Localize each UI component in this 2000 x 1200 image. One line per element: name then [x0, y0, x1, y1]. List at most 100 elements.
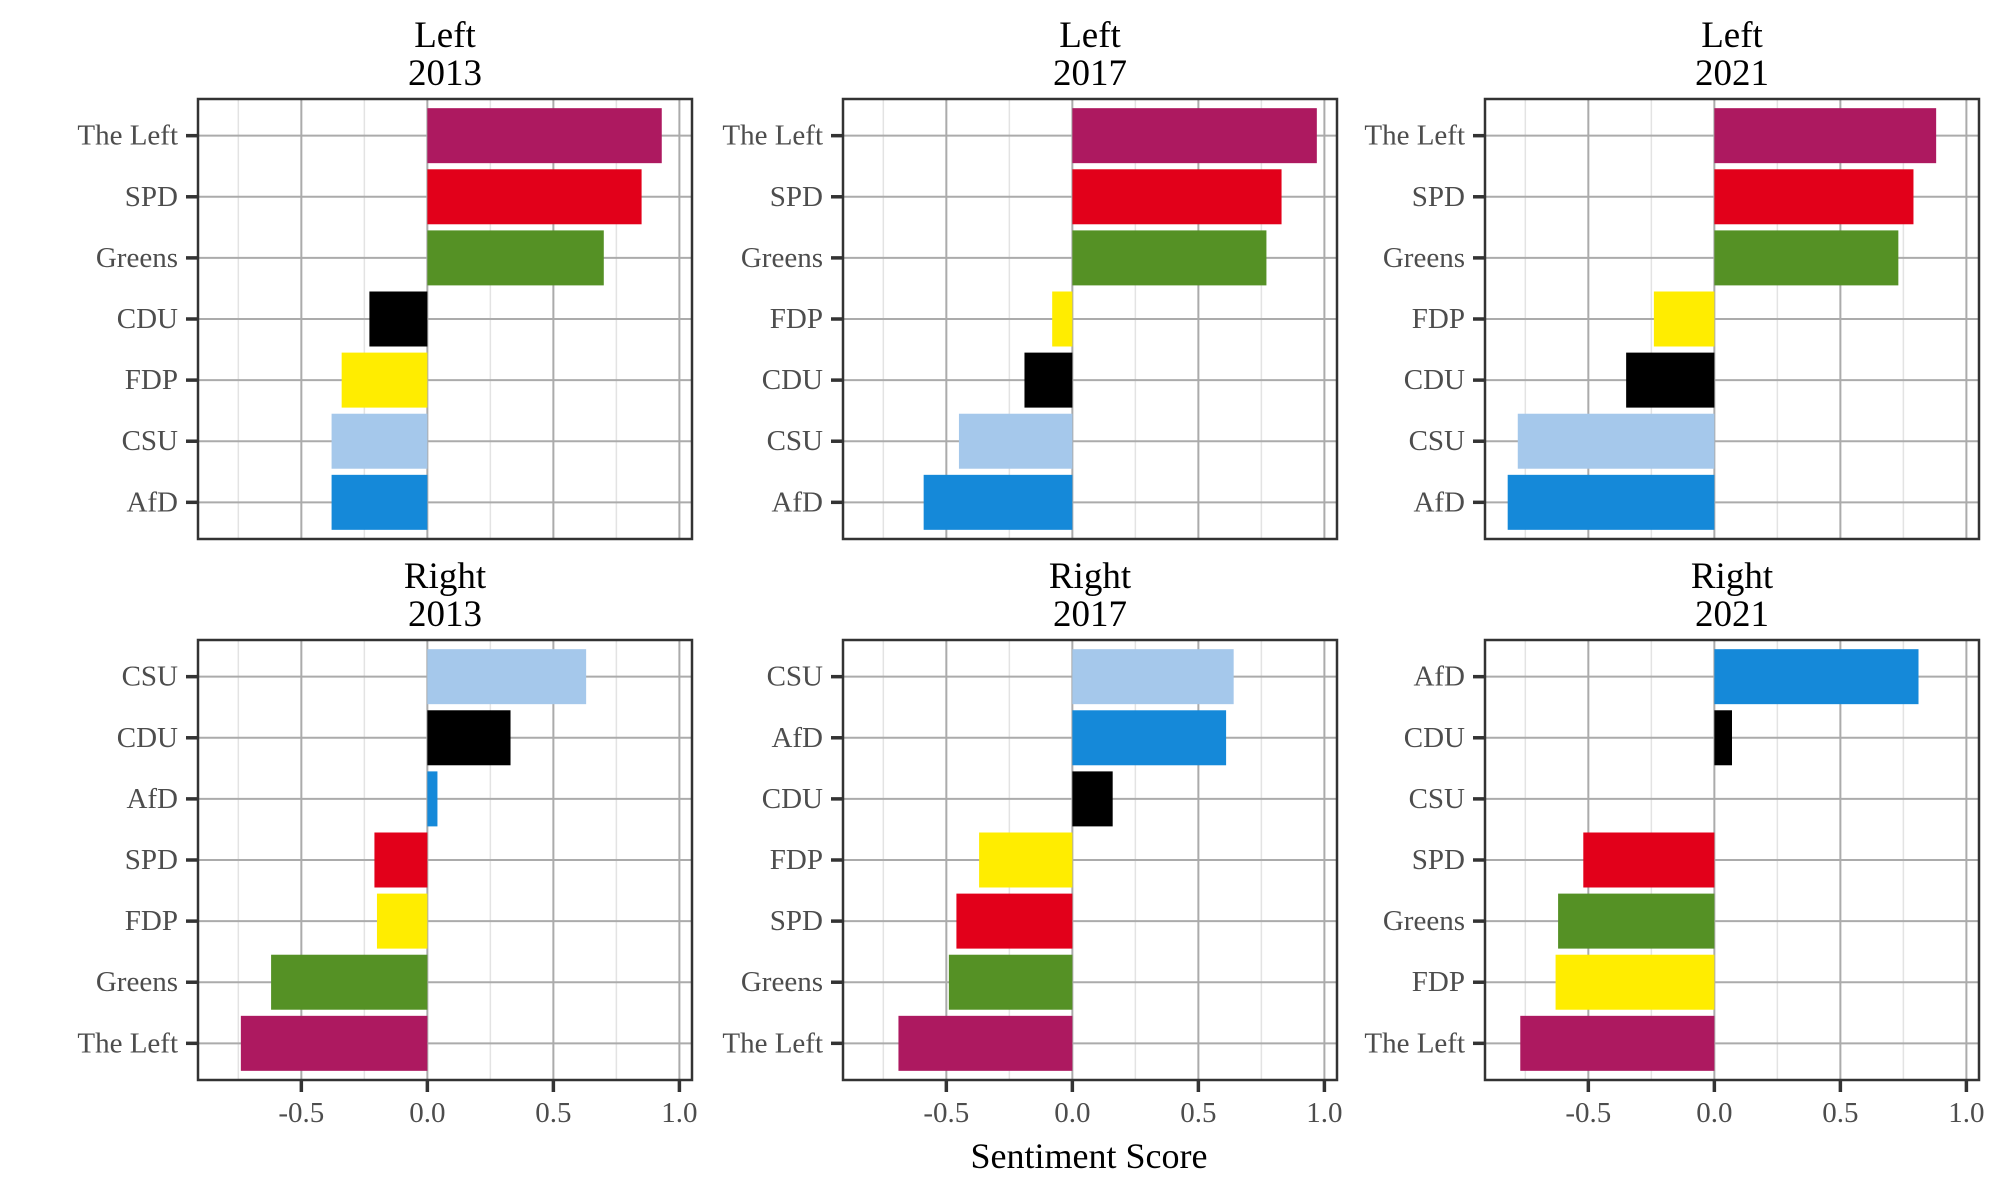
y-tick-label: CDU: [762, 364, 823, 396]
x-tick-label: 1.0: [1306, 1097, 1342, 1129]
y-tick-label: The Left: [77, 1027, 178, 1059]
bar-csu: [427, 649, 587, 705]
y-tick-label: AfD: [771, 486, 823, 518]
x-tick-label: 0.0: [1054, 1097, 1090, 1129]
panel-title-side: Left: [1701, 15, 1763, 56]
bar-spd: [1072, 169, 1282, 225]
x-tick-label: -0.5: [1565, 1097, 1611, 1129]
panel-title-year: 2017: [1053, 53, 1127, 94]
y-tick-label: Greens: [1383, 242, 1465, 274]
y-tick-label: The Left: [77, 120, 178, 152]
y-tick-label: FDP: [770, 303, 823, 335]
bar-cdu: [1024, 352, 1073, 408]
bar-cdu: [1714, 710, 1732, 766]
bar-fdp: [979, 832, 1073, 888]
y-tick-label: AfD: [1413, 661, 1465, 693]
x-axis-title: Sentiment Score: [971, 1136, 1208, 1176]
y-tick-label: CDU: [762, 783, 823, 815]
bar-spd: [374, 832, 428, 888]
x-tick-label: 0.0: [409, 1097, 445, 1129]
bar-greens: [427, 230, 604, 286]
panel-title-side: Left: [414, 15, 476, 56]
bar-fdp: [341, 352, 428, 408]
x-tick-label: -0.5: [923, 1097, 969, 1129]
bar-cdu: [427, 710, 511, 766]
y-tick-label: Greens: [741, 966, 823, 998]
y-tick-label: CDU: [1404, 722, 1465, 754]
bar-greens: [1714, 230, 1899, 286]
y-tick-label: CDU: [117, 722, 178, 754]
bar-afd: [427, 771, 438, 827]
panel-title-year: 2021: [1695, 594, 1769, 635]
y-tick-label: CDU: [117, 303, 178, 335]
bar-the-left: [1714, 108, 1937, 164]
y-tick-label: SPD: [770, 905, 823, 937]
bar-spd: [427, 169, 642, 225]
bar-cdu: [1626, 352, 1715, 408]
bar-afd: [1714, 649, 1919, 705]
panel-title-year: 2021: [1695, 53, 1769, 94]
panel-title-year: 2013: [408, 53, 482, 94]
panel-title-year: 2013: [408, 594, 482, 635]
y-tick-label: SPD: [125, 181, 178, 213]
bar-the-left: [1520, 1015, 1715, 1071]
y-tick-label: SPD: [1412, 181, 1465, 213]
panel-title-side: Right: [1691, 556, 1774, 597]
bar-fdp: [1653, 291, 1715, 347]
y-tick-label: CSU: [122, 661, 178, 693]
y-tick-label: The Left: [722, 1027, 823, 1059]
panel-title-side: Left: [1059, 15, 1121, 56]
x-tick-label: 0.5: [535, 1097, 571, 1129]
y-tick-label: CSU: [1409, 425, 1465, 457]
bar-the-left: [240, 1015, 428, 1071]
bar-fdp: [376, 893, 428, 949]
bar-afd: [1072, 710, 1227, 766]
y-tick-label: Greens: [741, 242, 823, 274]
panel-title-side: Right: [1049, 556, 1132, 597]
x-tick-label: 0.5: [1822, 1097, 1858, 1129]
bar-csu: [1072, 649, 1234, 705]
bar-spd: [1583, 832, 1715, 888]
x-tick-label: 0.5: [1180, 1097, 1216, 1129]
y-tick-label: CSU: [1409, 783, 1465, 815]
bar-spd: [956, 893, 1073, 949]
y-tick-label: Greens: [96, 242, 178, 274]
y-tick-label: FDP: [770, 844, 823, 876]
panel-title-side: Right: [404, 556, 487, 597]
y-tick-label: FDP: [125, 364, 178, 396]
bar-afd: [923, 474, 1073, 530]
y-tick-label: AfD: [1413, 486, 1465, 518]
y-tick-label: FDP: [1412, 303, 1465, 335]
bar-the-left: [1072, 108, 1317, 164]
y-tick-label: AfD: [126, 486, 178, 518]
bar-cdu: [369, 291, 428, 347]
bar-cdu: [1072, 771, 1113, 827]
bar-afd: [1507, 474, 1715, 530]
x-tick-label: 1.0: [1948, 1097, 1984, 1129]
y-tick-label: FDP: [1412, 966, 1465, 998]
bar-fdp: [1052, 291, 1073, 347]
bar-afd: [331, 474, 428, 530]
y-tick-label: The Left: [1364, 1027, 1465, 1059]
y-tick-label: FDP: [125, 905, 178, 937]
bar-greens: [1072, 230, 1267, 286]
y-tick-label: SPD: [125, 844, 178, 876]
y-tick-label: The Left: [1364, 120, 1465, 152]
y-tick-label: CSU: [767, 661, 823, 693]
y-tick-label: AfD: [771, 722, 823, 754]
bar-the-left: [427, 108, 662, 164]
bar-csu: [1517, 413, 1715, 469]
panel-title-year: 2017: [1053, 594, 1127, 635]
y-tick-label: CSU: [122, 425, 178, 457]
x-tick-label: 1.0: [661, 1097, 697, 1129]
y-tick-label: Greens: [96, 966, 178, 998]
y-tick-label: AfD: [126, 783, 178, 815]
x-tick-label: -0.5: [278, 1097, 324, 1129]
